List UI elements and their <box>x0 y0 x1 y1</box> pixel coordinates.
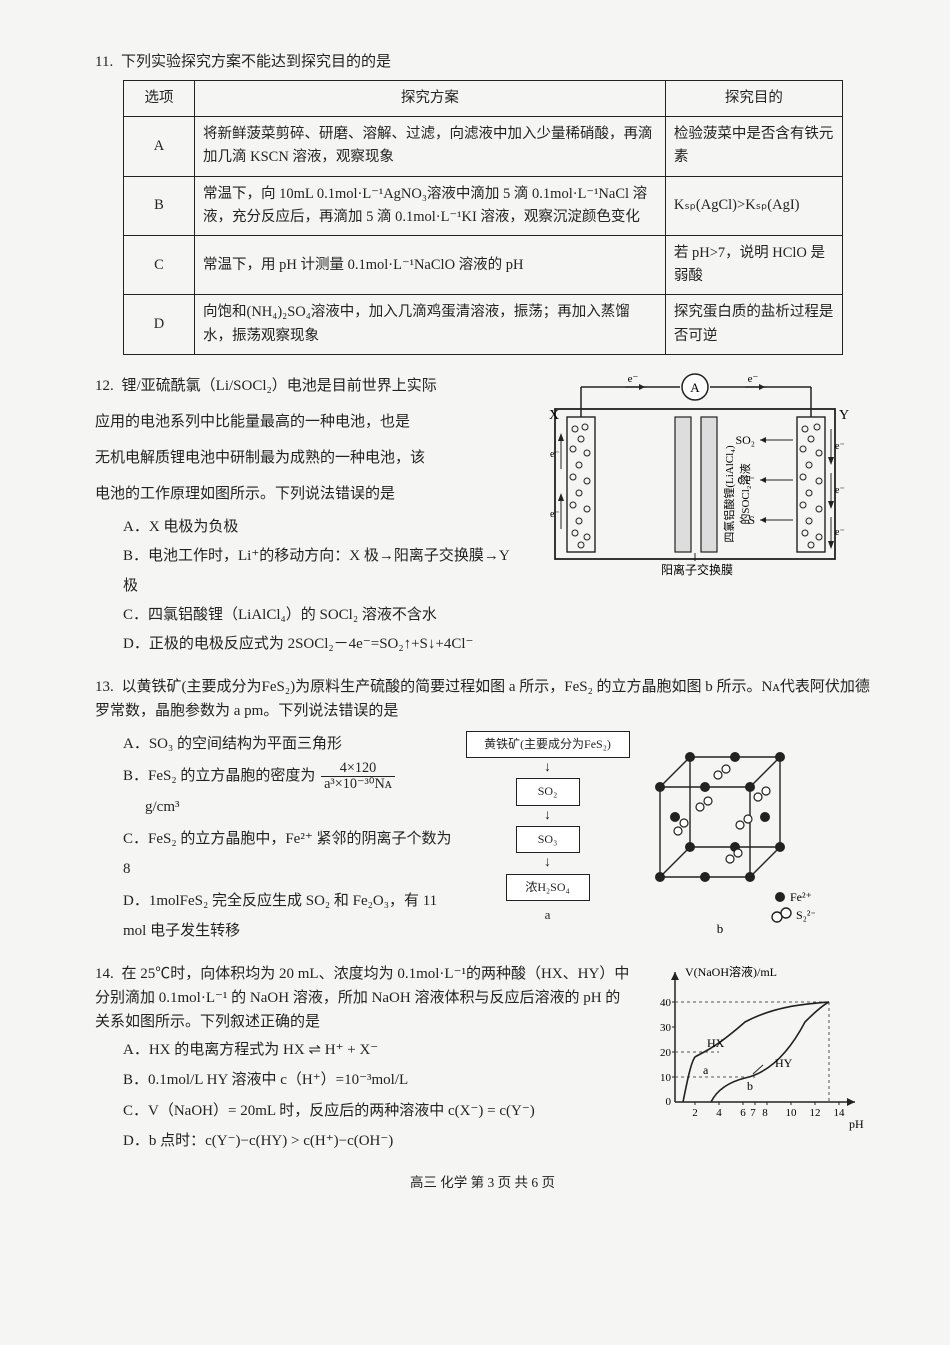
q11-table: 选项 探究方案 探究目的 A 将新鲜菠菜剪碎、研磨、溶解、过滤，向滤液中加入少量… <box>123 80 843 355</box>
q14-option-b: B．0.1mol/L HY 溶液中 c（H⁺）=10⁻³mol/L <box>123 1066 635 1095</box>
question-14: 14. 在 25℃时，向体积均为 20 mL、浓度均为 0.1mol·L⁻¹的两… <box>95 962 870 1158</box>
q12-stem-line1: 应用的电池系列中比能量最高的一种电池，也是 <box>95 407 515 437</box>
q14-number: 14. <box>95 966 114 982</box>
q14-point-b: b <box>747 1079 753 1093</box>
q11-row-c-goal: 若 pH>7，说明 HClO 是弱酸 <box>665 235 842 294</box>
q13-stem: 以黄铁矿(主要成分为FeS₂)为原料生产硫酸的简要过程如图 a 所示，FeS₂ … <box>95 679 870 719</box>
q13-flow-top: 黄铁矿(主要成分为FeS₂) <box>466 731 630 758</box>
q11-row-b-opt: B <box>124 176 195 235</box>
q11-row-d-goal: 探究蛋白质的盐析过程是否可逆 <box>665 295 842 354</box>
q13-option-b-den: a³×10⁻³⁰Nᴀ <box>321 777 395 792</box>
svg-text:4: 4 <box>716 1107 722 1119</box>
q13-flow-so3: SO₃ <box>516 826 580 853</box>
q13-option-c-text: FeS₂ 的立方晶胞中，Fe²⁺ 紧邻的阴离子个数为 8 <box>123 831 452 877</box>
question-11: 11. 下列实验探究方案不能达到探究目的的是 选项 探究方案 探究目的 A 将新… <box>95 50 870 355</box>
page-footer: 高三 化学 第 3 页 共 6 页 <box>95 1172 870 1194</box>
svg-text:10: 10 <box>660 1072 672 1084</box>
svg-text:7: 7 <box>750 1107 756 1119</box>
q11-row-b-goal: Kₛₚ(AgCl)>Kₛₚ(AgI) <box>665 176 842 235</box>
q12-stem-line2: 无机电解质锂电池中研制最为成熟的一种电池，该 <box>95 443 515 473</box>
q13-option-c: C．FeS₂ 的立方晶胞中，Fe²⁺ 紧邻的阴离子个数为 8 <box>123 824 455 884</box>
q13-option-b: B．FeS₂ 的立方晶胞的密度为 4×120 a³×10⁻³⁰Nᴀ g/cm³ <box>123 761 455 822</box>
svg-text:6: 6 <box>740 1107 746 1119</box>
q12-diag-le0: e⁻ <box>550 449 560 460</box>
q11-row-c-opt: C <box>124 235 195 294</box>
q12-number: 12. <box>95 378 114 394</box>
q12-diag-re0: e⁻ <box>835 441 845 452</box>
svg-text:20: 20 <box>660 1047 672 1059</box>
q13-legend-fe: Fe²⁺ <box>790 890 812 904</box>
q12-diag-so2: SO₂ <box>735 433 755 447</box>
q12-diag-x: X <box>549 408 559 423</box>
q12-diag-le1: e⁻ <box>550 509 560 520</box>
q14-option-c: C．V（NaOH）= 20mL 时，反应后的两种溶液中 c(X⁻) = c(Y⁻… <box>123 1097 635 1126</box>
q11-stem: 下列实验探究方案不能达到探究目的的是 <box>121 54 391 70</box>
svg-text:8: 8 <box>762 1107 768 1119</box>
svg-text:14: 14 <box>834 1107 846 1119</box>
q12-diag-re2: e⁻ <box>835 527 845 538</box>
q13-option-d-text: 1molFeS₂ 完全反应生成 SO₂ 和 Fe₂O₃，有 11 mol 电子发… <box>123 893 437 939</box>
q14-option-d: D．b 点时：c(Y⁻)−c(HY) > c(H⁺)−c(OH⁻) <box>123 1127 635 1156</box>
q14-ylabel: V(NaOH溶液)/mL <box>685 964 777 979</box>
question-12: 12. 锂/亚硫酰氯（Li/SOCl₂）电池是目前世界上实际 应用的电池系列中比… <box>95 369 870 661</box>
question-13: 13. 以黄铁矿(主要成分为FeS₂)为原料生产硫酸的简要过程如图 a 所示，F… <box>95 675 870 948</box>
q13-option-b-frac: 4×120 a³×10⁻³⁰Nᴀ <box>321 761 395 792</box>
q11-th-plan: 探究方案 <box>195 81 666 117</box>
q11-th-goal: 探究目的 <box>665 81 842 117</box>
q13-flow-so2: SO₂ <box>516 778 580 805</box>
q12-diag-a: A <box>690 380 700 395</box>
svg-text:40: 40 <box>660 997 672 1009</box>
q12-option-c: C．四氯铝酸锂（LiAlCl₄）的 SOCl₂ 溶液不含水 <box>123 603 515 627</box>
svg-text:0: 0 <box>666 1096 672 1108</box>
q12-diag-e-left: e⁻ <box>628 373 639 385</box>
q11-row-b-plan: 常温下，向 10mL 0.1mol·L⁻¹AgNO₃溶液中滴加 5 滴 0.1m… <box>195 176 666 235</box>
q14-chart: 0 10 20 30 40 2 4 6 7 8 10 12 14 V(NaOH溶… <box>645 962 865 1140</box>
q13-option-a: A．SO₃ 的空间结构为平面三角形 <box>123 729 455 759</box>
svg-text:30: 30 <box>660 1022 672 1034</box>
q12-stem-line0: 锂/亚硫酰氯（Li/SOCl₂）电池是目前世界上实际 <box>122 378 437 394</box>
q12-option-d: D．正极的电极反应式为 2SOCl₂－4e⁻=SO₂↑+S↓+4Cl⁻ <box>123 629 515 659</box>
q12-diagram: 四氯铝酸锂(LiAlCl₄) 的SOCl₂溶液 A e⁻ e⁻ X Y SO₂ <box>525 369 855 601</box>
q13-option-d: D．1molFeS₂ 完全反应生成 SO₂ 和 Fe₂O₃，有 11 mol 电… <box>123 886 455 946</box>
q14-series-hy: HY <box>775 1056 793 1070</box>
q12-diag-membrane: 阳离子交换膜 <box>661 562 733 577</box>
q12-stem-line3: 电池的工作原理如图所示。下列说法错误的是 <box>95 479 515 509</box>
svg-text:12: 12 <box>810 1107 821 1119</box>
q14-option-a: A．HX 的电离方程式为 HX ⇌ H⁺ + X⁻ <box>123 1036 635 1065</box>
q11-row-a-opt: A <box>124 117 195 176</box>
q13-label-b: b <box>717 921 724 936</box>
q11-row-d-plan: 向饱和(NH₄)₂SO₄溶液中，加入几滴鸡蛋清溶液，振荡；再加入蒸馏水，振荡观察… <box>195 295 666 354</box>
q12-diag-e-right: e⁻ <box>748 373 759 385</box>
q14-xlabel: pH <box>849 1117 864 1131</box>
q11-row-a-goal: 检验菠菜中是否含有铁元素 <box>665 117 842 176</box>
q13-flow-h2so4: 浓H₂SO₄ <box>506 874 590 901</box>
q13-flow-diagram: 黄铁矿(主要成分为FeS₂) ↓ SO₂ ↓ SO₃ ↓ 浓H₂SO₄ a <box>465 727 630 926</box>
q12-diag-s: S <box>748 513 755 527</box>
q11-row-d-opt: D <box>124 295 195 354</box>
q13-option-b-post: g/cm³ <box>145 799 180 815</box>
q14-stem: 在 25℃时，向体积均为 20 mL、浓度均为 0.1mol·L⁻¹的两种酸（H… <box>95 966 629 1030</box>
q13-number: 13. <box>95 679 114 695</box>
q12-diag-y: Y <box>839 408 849 423</box>
q13-crystal-diagram: Fe²⁺ S₂²⁻ b <box>640 727 815 945</box>
q12-diag-re1: e⁻ <box>835 485 845 496</box>
q12-option-b: B．电池工作时，Li⁺的移动方向：X 极→阳离子交换膜→Y 极 <box>123 541 515 601</box>
q13-option-b-pre: FeS₂ 的立方晶胞的密度为 <box>148 768 315 784</box>
q13-legend-s: S₂²⁻ <box>796 908 815 922</box>
q11-th-opt: 选项 <box>124 81 195 117</box>
q12-diag-cl: Cl⁻ <box>737 473 755 487</box>
svg-text:2: 2 <box>692 1107 698 1119</box>
q12-diag-bar1: 四氯铝酸锂(LiAlCl₄) <box>722 445 736 543</box>
q11-number: 11. <box>95 54 113 70</box>
q11-row-a-plan: 将新鲜菠菜剪碎、研磨、溶解、过滤，向滤液中加入少量稀硝酸，再滴加几滴 KSCN … <box>195 117 666 176</box>
q14-point-a: a <box>703 1063 709 1077</box>
q14-series-hx: HX <box>707 1036 725 1050</box>
q13-option-b-num: 4×120 <box>321 761 395 777</box>
svg-text:10: 10 <box>786 1107 798 1119</box>
q13-flow-label-a: a <box>465 905 630 926</box>
q12-option-a: A．X 电极为负极 <box>123 515 515 539</box>
q13-option-a-text: SO₃ 的空间结构为平面三角形 <box>149 736 342 752</box>
q11-row-c-plan: 常温下，用 pH 计测量 0.1mol·L⁻¹NaClO 溶液的 pH <box>195 235 666 294</box>
